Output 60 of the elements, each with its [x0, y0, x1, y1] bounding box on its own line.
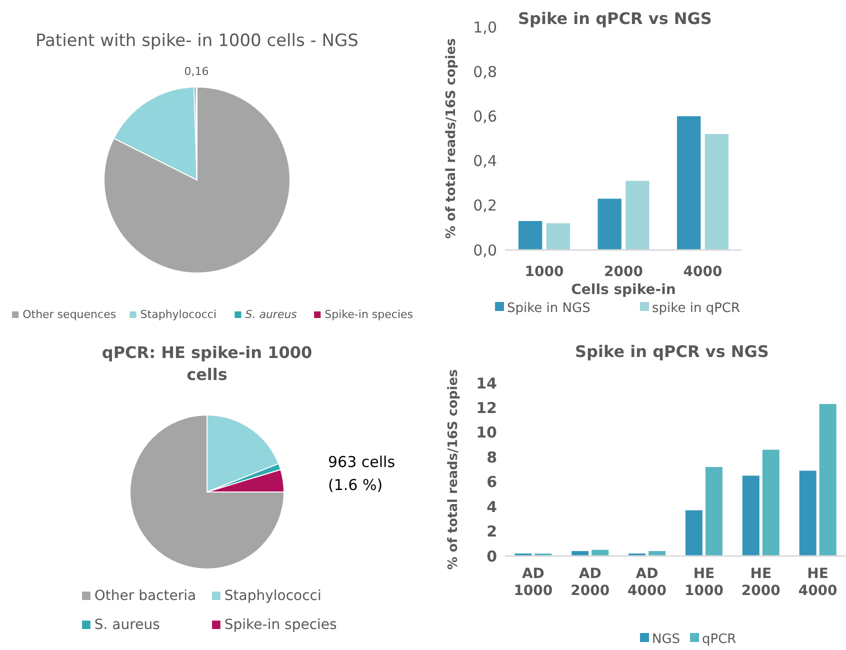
legend-label: Spike in NGS — [507, 301, 590, 316]
y-axis-title: % of total reads/16S copies — [446, 368, 461, 570]
legend-label: qPCR — [702, 632, 736, 647]
data-label: 0,16 — [184, 65, 209, 78]
legend-label: Staphylococci — [224, 588, 322, 604]
x-tick-label: 2000 — [604, 264, 644, 280]
y-tick-label: 0,8 — [473, 62, 497, 81]
y-tick-label: 0,2 — [473, 196, 497, 215]
legend-label: spike in qPCR — [652, 301, 740, 316]
chart-title: qPCR: HE spike-in 1000 cells — [102, 343, 312, 384]
legend-label: Staphylococci — [140, 308, 217, 321]
bar — [799, 470, 816, 556]
y-tick-label: 1,0 — [473, 18, 497, 36]
bar — [546, 223, 570, 250]
chart-title: Spike in qPCR vs NGS — [575, 342, 769, 361]
chart-title: Patient with spike- in 1000 cells - NGS — [36, 31, 358, 51]
x-tick-label: HE 1000 — [684, 566, 724, 599]
y-tick-label: 0,0 — [473, 241, 497, 260]
x-tick-label: AD 2000 — [570, 566, 610, 599]
y-tick-label: 0,4 — [473, 152, 497, 170]
legend-label: Spike-in species — [324, 308, 414, 321]
x-tick-label: HE 4000 — [798, 566, 838, 599]
y-tick-label: 12 — [476, 398, 497, 417]
y-axis-title: % of total reads/16S copies — [444, 38, 459, 239]
pie-slice — [104, 86, 290, 274]
x-tick-label: HE 2000 — [741, 566, 781, 599]
y-tick-label: 4 — [486, 498, 497, 516]
x-axis-title: Cells spike-in — [571, 282, 676, 298]
legend-label: Other sequences — [22, 308, 116, 321]
y-tick-label: 6 — [486, 473, 497, 492]
text: 963 cells (1.6 %) — [328, 453, 396, 494]
pie-slice — [130, 414, 284, 570]
bar — [685, 510, 702, 556]
legend-label: Other bacteria — [94, 588, 196, 604]
bar — [572, 551, 589, 556]
y-tick-label: 14 — [476, 374, 497, 392]
x-tick-label: 4000 — [683, 264, 723, 280]
y-tick-label: 10 — [476, 424, 497, 442]
bar — [819, 404, 836, 556]
bar — [762, 450, 780, 556]
y-tick-label: 0,6 — [473, 107, 497, 126]
x-tick-label: 1000 — [524, 264, 564, 280]
y-tick-label: 2 — [486, 522, 497, 541]
legend-label: S. aureus — [245, 308, 298, 321]
bar — [705, 467, 722, 556]
x-tick-label: AD 4000 — [628, 566, 667, 599]
bar — [704, 134, 729, 250]
bar — [648, 551, 666, 556]
bar — [677, 116, 701, 250]
legend-label: Spike-in species — [224, 617, 337, 633]
bar — [742, 476, 760, 556]
bar — [626, 180, 650, 250]
chart-title: Spike in qPCR vs NGS — [518, 9, 712, 28]
y-tick-label: 0 — [486, 547, 497, 566]
y-tick-label: 8 — [486, 448, 497, 466]
x-tick-label: AD 1000 — [514, 566, 553, 599]
bar — [598, 198, 622, 250]
legend-label: S. aureus — [94, 617, 160, 633]
bar — [518, 221, 542, 250]
legend-label: NGS — [652, 632, 680, 647]
